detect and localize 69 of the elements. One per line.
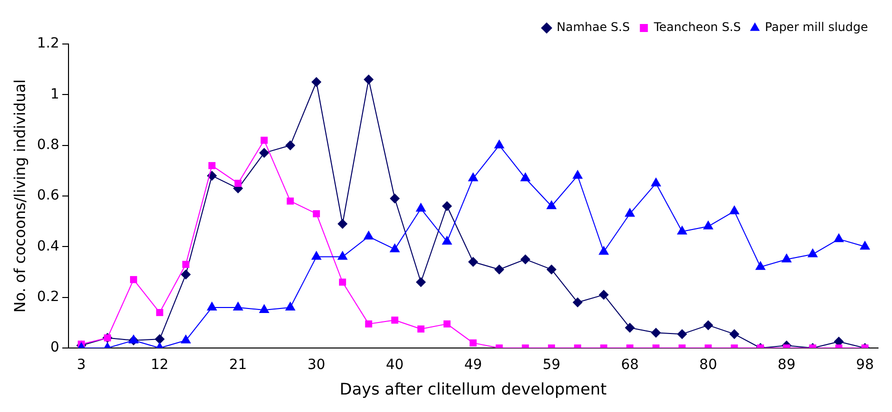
x-tick-label: 12: [150, 357, 169, 374]
y-tick-label: 0.8: [37, 136, 60, 153]
x-tick-label: 40: [386, 357, 404, 374]
x-tick-label: 68: [620, 357, 639, 374]
point: [337, 250, 348, 260]
point: [390, 243, 400, 252]
point: [285, 140, 296, 150]
y-tick-label: 1: [50, 86, 60, 102]
point: [598, 246, 609, 255]
point: [286, 198, 294, 205]
point: [364, 74, 374, 84]
point: [259, 148, 270, 158]
point: [729, 205, 740, 214]
point: [494, 264, 504, 274]
point: [755, 260, 766, 270]
legend-label: Paper mill sludge: [764, 20, 868, 34]
point: [546, 200, 557, 210]
point: [311, 77, 322, 87]
point: [676, 225, 688, 234]
point: [494, 139, 504, 148]
point: [338, 218, 348, 229]
point: [390, 194, 400, 204]
x-tick-label: 89: [778, 357, 796, 374]
point: [468, 256, 478, 267]
point: [598, 290, 609, 300]
x-tick-label: 98: [856, 357, 874, 374]
point: [468, 172, 478, 182]
point: [234, 180, 242, 187]
point: [781, 253, 792, 262]
y-tick-label: 0.2: [37, 288, 60, 305]
y-tick-label: 0: [50, 340, 60, 356]
x-tick-label: 80: [699, 357, 718, 374]
x-tick-label: 30: [307, 357, 326, 374]
point: [180, 334, 192, 344]
point: [311, 250, 322, 260]
point: [703, 220, 714, 230]
point: [312, 210, 320, 218]
y-tick-label: 0.4: [37, 238, 60, 254]
x-axis-title: Days after clitellum development: [340, 380, 607, 399]
point: [650, 177, 662, 186]
point: [182, 260, 190, 268]
point: [206, 301, 218, 310]
point: [520, 254, 530, 264]
point: [834, 233, 844, 242]
point: [860, 240, 870, 250]
point: [624, 208, 636, 217]
x-tick-label: 49: [464, 357, 482, 374]
point: [208, 162, 216, 170]
legend-label: Namhae S.S: [556, 20, 630, 34]
point: [572, 297, 583, 308]
point: [808, 248, 818, 258]
point: [572, 170, 583, 179]
point: [260, 136, 268, 144]
y-axis-title: No. of cocoons/living individual: [10, 79, 29, 313]
y-tick-label: 0.6: [37, 188, 60, 204]
x-tick-label: 21: [229, 357, 247, 374]
point: [285, 301, 296, 310]
y-tick-label: 1.2: [37, 36, 60, 52]
x-tick-label: 3: [76, 357, 86, 374]
point: [416, 202, 426, 212]
point: [258, 304, 270, 313]
point: [520, 172, 531, 182]
point: [232, 301, 244, 310]
point: [442, 236, 452, 245]
point: [442, 201, 452, 212]
point: [546, 264, 556, 274]
x-tick-label: 59: [542, 357, 560, 374]
point: [363, 230, 374, 240]
legend-label: Teancheon S.S: [652, 20, 741, 34]
